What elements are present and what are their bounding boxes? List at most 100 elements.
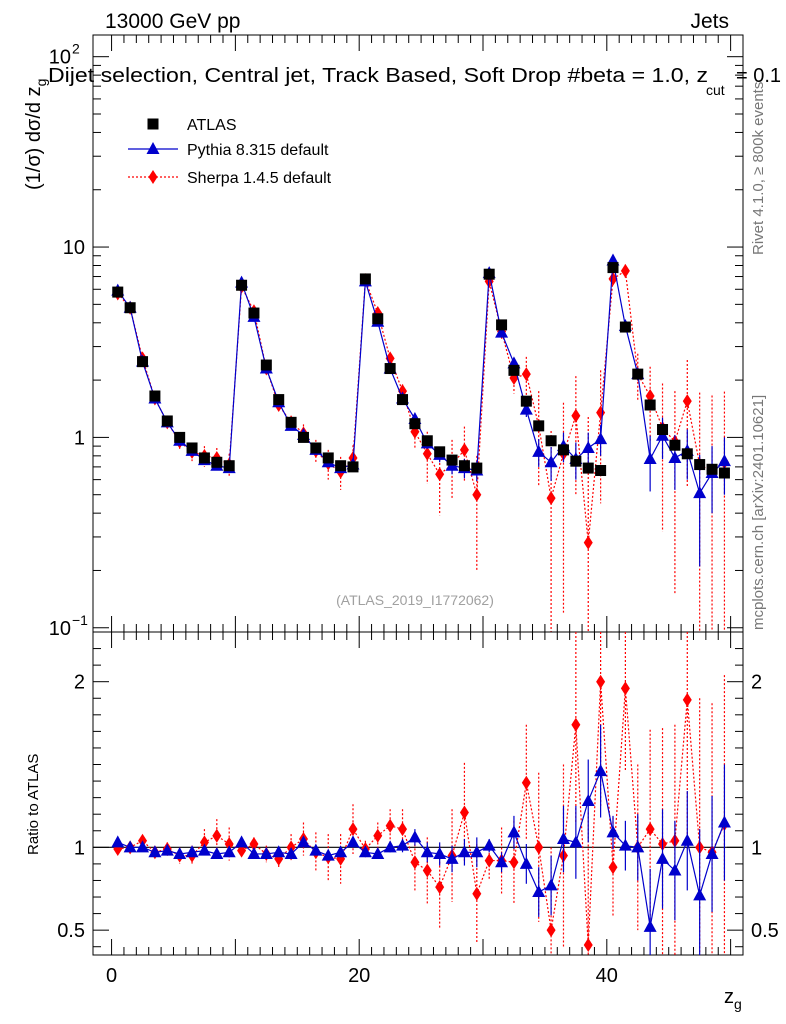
data-point xyxy=(495,325,509,338)
data-point xyxy=(322,452,334,464)
series-line xyxy=(117,269,725,543)
ratio-point xyxy=(495,855,509,868)
data-point xyxy=(717,454,731,467)
data-point xyxy=(161,415,173,427)
ratio-point xyxy=(433,846,447,859)
legend: ATLAS Pythia 8.315 default Sherpa 1.4.5 de… xyxy=(128,117,332,187)
ratio-tick-label: 2 xyxy=(74,672,85,694)
ratio-point xyxy=(693,888,707,901)
data-point xyxy=(694,459,706,471)
selection-label: Dijet selection, Central jet, Track Base… xyxy=(48,65,708,87)
ratio-point xyxy=(618,838,632,851)
ratio-point xyxy=(210,846,224,859)
ratio-point xyxy=(173,846,187,859)
ratio-point xyxy=(608,860,618,875)
ratio-point xyxy=(680,833,694,846)
ratio-point xyxy=(284,846,298,859)
data-point xyxy=(434,446,446,458)
data-point xyxy=(273,394,285,406)
ratio-point xyxy=(534,840,544,855)
ratio-point xyxy=(470,845,484,858)
data-point xyxy=(644,399,656,411)
ratio-point xyxy=(435,880,445,895)
ratio-point xyxy=(556,832,570,845)
legend-marker xyxy=(148,170,158,184)
category-label: Jets xyxy=(690,10,729,33)
ratio-y-label: Ratio to ATLAS xyxy=(25,754,42,855)
x-axis-label: zg xyxy=(724,986,742,1012)
ratio-point xyxy=(334,845,348,858)
data-point xyxy=(532,444,546,457)
ratio-point xyxy=(346,835,360,848)
selection-tail: = 0.1 xyxy=(736,65,781,87)
data-point xyxy=(211,456,223,468)
data-point xyxy=(186,442,198,454)
ratio-point xyxy=(521,775,531,790)
ratio-point xyxy=(348,822,358,837)
data-point xyxy=(620,263,630,278)
data-point xyxy=(223,460,235,472)
x-tick-label: 20 xyxy=(348,965,370,987)
ratio-point xyxy=(385,818,395,833)
legend-marker xyxy=(147,118,159,130)
data-point xyxy=(533,420,545,432)
ratio-point xyxy=(620,681,630,696)
ratio-tick-label: 0.5 xyxy=(57,920,85,942)
ratio-point xyxy=(408,830,422,843)
data-point xyxy=(236,279,248,291)
data-point xyxy=(137,356,149,368)
legend-label: ATLAS xyxy=(187,117,237,134)
selection-sub: cut xyxy=(706,82,725,98)
data-point xyxy=(519,402,533,415)
ratio-point xyxy=(569,835,583,848)
ratio-point xyxy=(249,837,259,852)
ratio-point xyxy=(445,851,459,864)
ratio-tick-label-right: 0.5 xyxy=(751,920,779,942)
ratio-point xyxy=(668,863,682,876)
data-point xyxy=(583,535,593,550)
ratio-point xyxy=(148,845,162,858)
ratio-tick-label-right: 1 xyxy=(751,837,762,859)
data-point xyxy=(459,442,469,457)
ratio-plot-area: 0 20 40 0.5 0.5 1 1 2 2 xyxy=(57,631,779,987)
data-point xyxy=(421,435,433,447)
ratio-point xyxy=(199,835,209,850)
data-point xyxy=(409,418,421,430)
ratio-point xyxy=(222,845,236,858)
ratio-point xyxy=(643,919,657,932)
ratio-point xyxy=(212,828,222,843)
ratio-point xyxy=(606,825,620,838)
data-point xyxy=(571,408,581,423)
data-point xyxy=(260,359,272,371)
data-point xyxy=(347,461,359,473)
ratio-point xyxy=(259,846,273,859)
data-point xyxy=(521,367,531,382)
x-axis-label-main: z xyxy=(724,986,734,1008)
selection-main: Dijet selection, Central jet, Track Base… xyxy=(48,65,708,87)
data-point xyxy=(372,313,384,325)
data-point xyxy=(643,452,657,465)
data-point xyxy=(174,431,186,443)
data-point xyxy=(682,394,692,409)
ratio-point xyxy=(594,764,608,777)
data-point xyxy=(149,390,161,402)
y-tick-exponent: 2 xyxy=(72,41,80,57)
legend-entry: Pythia 8.315 default xyxy=(128,142,329,159)
ratio-point xyxy=(546,923,556,938)
data-point xyxy=(335,460,347,472)
legend-label: Pythia 8.315 default xyxy=(187,142,329,159)
data-point xyxy=(582,462,594,474)
y-tick-label: 10 xyxy=(63,237,85,259)
data-point xyxy=(422,446,432,461)
ratio-series-pythia xyxy=(111,724,731,955)
data-point xyxy=(446,454,458,466)
ratio-point xyxy=(247,846,261,859)
data-point xyxy=(668,450,682,463)
ratio-point xyxy=(296,835,310,848)
data-point xyxy=(706,463,718,475)
ratio-point xyxy=(422,863,432,878)
ratio-point xyxy=(371,846,385,859)
data-point xyxy=(285,416,297,428)
y-axis-label-main: (1/σ) dσ/d z xyxy=(23,86,45,190)
